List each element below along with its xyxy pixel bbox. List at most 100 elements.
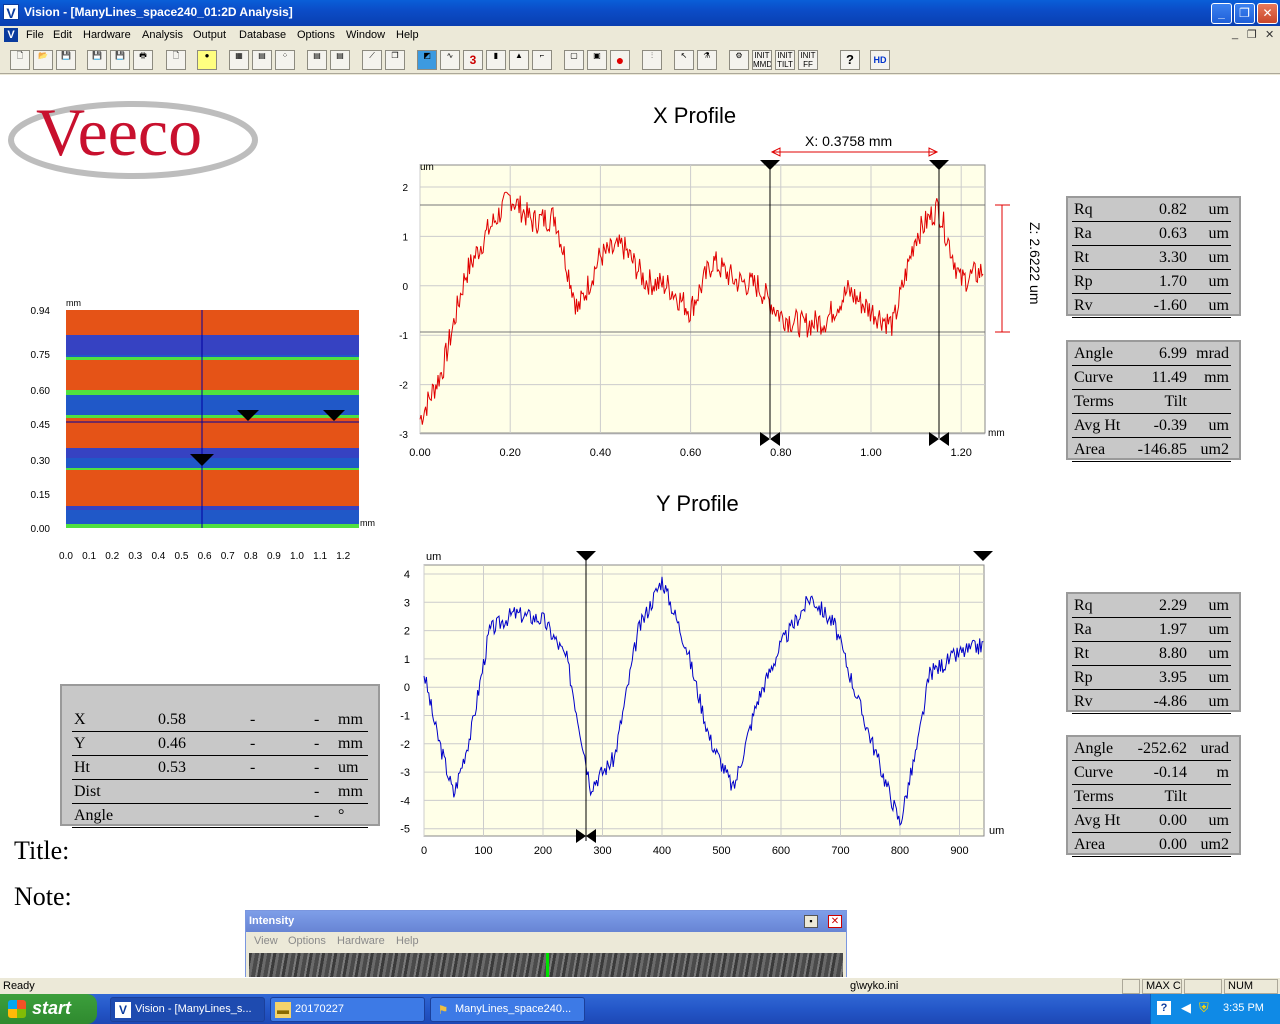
stat-row: Avg Ht 0.00 um bbox=[1072, 809, 1231, 833]
map-x-tick: 0.6 bbox=[198, 551, 212, 562]
histogram-icon[interactable]: ▮ bbox=[486, 50, 506, 70]
menu-help[interactable]: Help bbox=[396, 29, 419, 41]
init-icon[interactable]: ⚙ bbox=[729, 50, 749, 70]
color-dots-icon[interactable]: ⁘ bbox=[275, 50, 295, 70]
help-icon[interactable]: ? bbox=[840, 50, 860, 70]
back-icon[interactable]: ◀ bbox=[1181, 1000, 1191, 1015]
open-file-icon[interactable]: 📂 bbox=[33, 50, 53, 70]
save-as-icon[interactable]: 💾 bbox=[87, 50, 107, 70]
stat-row: Rt 8.80 um bbox=[1072, 642, 1231, 666]
x-profile-y-unit: um bbox=[420, 162, 434, 173]
stat-unit: um bbox=[1208, 273, 1229, 290]
map-x-tick: 0.1 bbox=[82, 551, 96, 562]
ruler-icon[interactable]: ⟋ bbox=[362, 50, 382, 70]
mask-icon[interactable]: ▢ bbox=[564, 50, 584, 70]
document-icon[interactable]: V bbox=[4, 28, 18, 42]
hd-button[interactable]: HD bbox=[870, 50, 890, 70]
stat-value: -146.85 bbox=[1137, 441, 1187, 458]
cursor-info-v1: 0.46 bbox=[158, 735, 186, 752]
3d-icon[interactable]: 3 bbox=[463, 50, 483, 70]
y-profile-x-tick: 300 bbox=[593, 845, 611, 857]
print-icon[interactable]: 🖶 bbox=[133, 50, 153, 70]
curve-icon[interactable]: ⌐ bbox=[532, 50, 552, 70]
status-num: NUM bbox=[1224, 979, 1278, 994]
stat-name: Avg Ht bbox=[1074, 812, 1121, 829]
task-vision[interactable]: V Vision - [ManyLines_s... bbox=[110, 997, 265, 1022]
minimize-button[interactable]: _ bbox=[1211, 3, 1232, 24]
measure-icon[interactable]: ▣ bbox=[587, 50, 607, 70]
menu-window[interactable]: Window bbox=[346, 29, 386, 41]
mdi-close-button[interactable]: ✕ bbox=[1265, 29, 1275, 41]
page-icon[interactable]: 🗋 bbox=[166, 50, 186, 70]
close-button[interactable]: ✕ bbox=[1257, 3, 1278, 24]
task-folder[interactable]: ▬ 20170227 bbox=[270, 997, 425, 1022]
table2-icon[interactable]: ▤ bbox=[330, 50, 350, 70]
cursor-info-v2: - bbox=[250, 711, 256, 728]
surface-map[interactable]: mm mm 0.94 0.75 0.60 0.45 0.30 0.15 0.00 0.0 0.… bbox=[22, 300, 382, 565]
x-profile-chart[interactable]: um mm X: 0.3758 mm Z: 2.6222 um 2 1 0 -1 -2 -… bbox=[390, 130, 1070, 470]
intensity-menu-view[interactable]: View bbox=[254, 935, 278, 947]
intensity-menu-hardware[interactable]: Hardware bbox=[337, 935, 385, 947]
intensity-pin-button[interactable]: ▪ bbox=[804, 915, 818, 928]
intensity-marker[interactable] bbox=[546, 953, 549, 995]
init-tilt-button[interactable]: INIT TILT bbox=[775, 50, 795, 70]
align-icon[interactable]: ⫶ bbox=[642, 50, 662, 70]
stat-value: Tilt bbox=[1164, 393, 1187, 410]
init-ff-button[interactable]: INIT FF bbox=[798, 50, 818, 70]
intensity-title-bar[interactable]: Intensity ▪ ✕ bbox=[246, 911, 846, 932]
record-icon[interactable]: ● bbox=[610, 50, 630, 70]
status-seg-3 bbox=[1184, 979, 1222, 994]
map-icon[interactable]: ▦ bbox=[229, 50, 249, 70]
stat-value: -4.86 bbox=[1153, 693, 1187, 710]
start-button[interactable]: start bbox=[0, 994, 97, 1024]
mdi-restore-button[interactable]: ❐ bbox=[1247, 29, 1257, 41]
stat-unit: m bbox=[1216, 764, 1229, 781]
vision-app-icon[interactable]: V bbox=[3, 4, 19, 21]
mdi-minimize-button[interactable]: _ bbox=[1232, 28, 1239, 40]
shield-icon[interactable]: ⛨ bbox=[1199, 1000, 1209, 1015]
init-mmd-button[interactable]: INIT MMD bbox=[752, 50, 772, 70]
light-icon[interactable]: ● bbox=[197, 50, 217, 70]
peak-icon[interactable]: ▲ bbox=[509, 50, 529, 70]
maximize-button[interactable]: ❐ bbox=[1234, 3, 1255, 24]
intensity-close-button[interactable]: ✕ bbox=[828, 915, 842, 928]
save-icon[interactable]: 💾 bbox=[56, 50, 76, 70]
copy-icon[interactable]: ❐ bbox=[385, 50, 405, 70]
stat-row: Rq 2.29 um bbox=[1072, 594, 1231, 618]
menu-output[interactable]: Output bbox=[193, 29, 227, 41]
save-data-icon[interactable]: 💾 bbox=[110, 50, 130, 70]
map-x-tick: 1.0 bbox=[290, 551, 304, 562]
stat-value: -0.39 bbox=[1153, 417, 1187, 434]
cursor-icon[interactable]: ↖ bbox=[674, 50, 694, 70]
contour-icon[interactable]: ◩ bbox=[417, 50, 437, 70]
stat-value: 0.00 bbox=[1159, 836, 1187, 853]
stat-name: Ra bbox=[1074, 621, 1092, 638]
stat-name: Area bbox=[1074, 441, 1106, 458]
menu-hardware[interactable]: Hardware bbox=[83, 29, 131, 41]
stats-icon[interactable]: ▤ bbox=[252, 50, 272, 70]
task-manylines[interactable]: ⚑ ManyLines_space240... bbox=[430, 997, 585, 1022]
table-icon[interactable]: ▤ bbox=[307, 50, 327, 70]
y-roughness-stats: Rq 2.29 um Ra 1.97 um Rt 8.80 um Rp 3.95 um Rv -4.86 u… bbox=[1066, 592, 1241, 714]
note-label: Note: bbox=[14, 882, 72, 911]
stat-unit: um bbox=[1208, 201, 1229, 218]
menu-analysis[interactable]: Analysis bbox=[142, 29, 183, 41]
y-profile-title: Y Profile bbox=[656, 491, 739, 516]
stat-value: 0.63 bbox=[1159, 225, 1187, 242]
profile-icon[interactable]: ∿ bbox=[440, 50, 460, 70]
new-file-icon[interactable]: 🗋 bbox=[10, 50, 30, 70]
cursor-info-unit: mm bbox=[338, 735, 363, 752]
menu-edit[interactable]: Edit bbox=[53, 29, 72, 41]
menu-options[interactable]: Options bbox=[297, 29, 335, 41]
x-profile-y-tick: -2 bbox=[399, 381, 408, 392]
intensity-menu-help[interactable]: Help bbox=[396, 935, 419, 947]
x-profile-y-tick: 2 bbox=[402, 183, 408, 194]
help-tray-icon[interactable]: ? bbox=[1157, 1001, 1171, 1015]
menu-database[interactable]: Database bbox=[239, 29, 287, 41]
y-profile-chart[interactable]: um um 4 3 2 1 0 -1 -2 -3 -4 -5 0 100 200 300 400 500 60… bbox=[390, 545, 1040, 865]
task-manylines-label: ManyLines_space240... bbox=[455, 1003, 572, 1015]
intensity-menu-options[interactable]: Options bbox=[288, 935, 326, 947]
lab-icon[interactable]: ⚗ bbox=[697, 50, 717, 70]
menu-file[interactable]: File bbox=[26, 29, 44, 41]
cursor-info-v3: - bbox=[314, 759, 320, 776]
